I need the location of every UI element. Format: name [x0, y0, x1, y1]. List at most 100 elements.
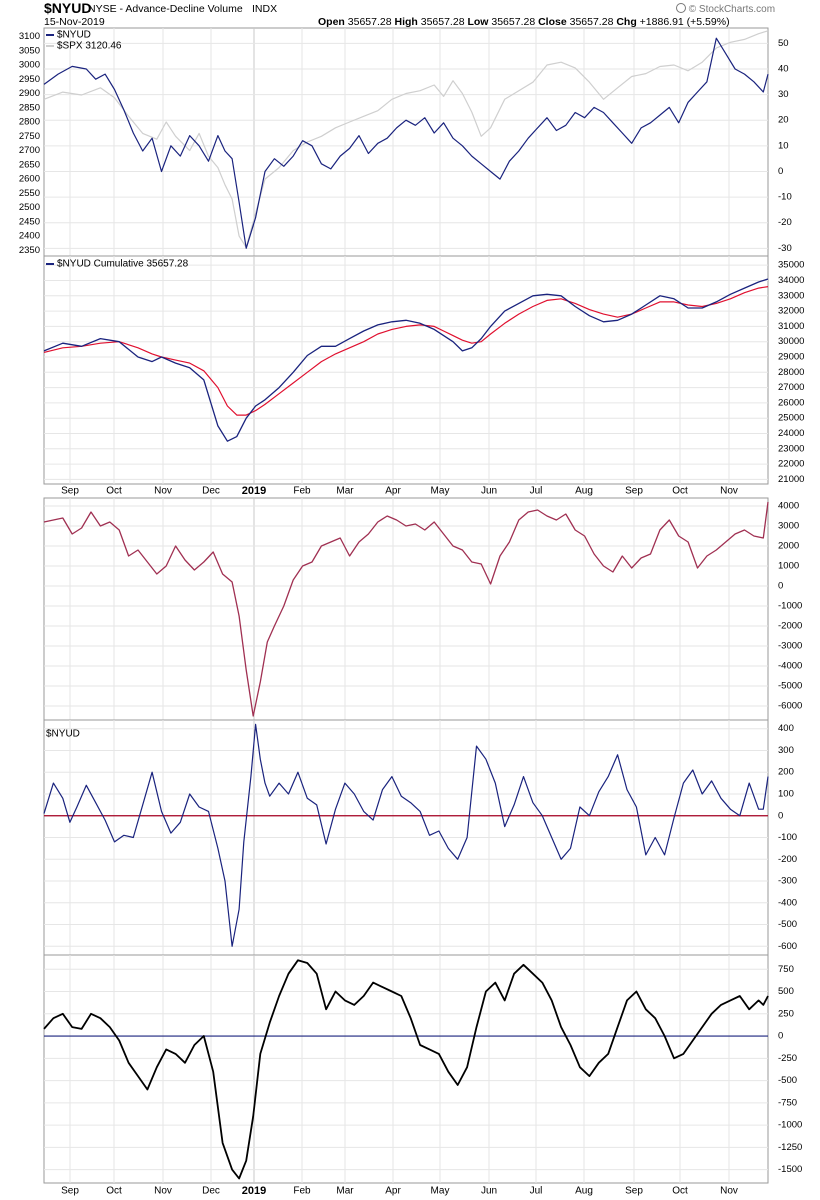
- x-axis-label: 2019: [242, 485, 266, 497]
- nyud-osc-tick: -400: [778, 897, 797, 908]
- price-left-tick: 2600: [19, 174, 40, 185]
- maroon-tick: -3000: [778, 641, 802, 652]
- nyud-osc-line: [43, 723, 769, 947]
- smoothed-panel-frame: [43, 954, 769, 1184]
- x-axis-label-bottom: Mar: [336, 1186, 354, 1197]
- nyud-line: [43, 37, 769, 249]
- x-axis-label: Sep: [625, 486, 643, 497]
- close-label: Close: [538, 16, 567, 28]
- open-label: Open: [318, 16, 345, 28]
- high-value: 35657.28: [420, 16, 465, 28]
- maroon-tick: 3000: [778, 521, 799, 532]
- smoothed-tick: -1250: [778, 1142, 802, 1153]
- price-right-tick: -10: [778, 192, 792, 203]
- price-right-tick: -20: [778, 217, 792, 228]
- nyud-osc-tick: 400: [778, 723, 794, 734]
- smoothed-tick: 0: [778, 1031, 783, 1042]
- cumulative-tick: 30000: [778, 336, 804, 347]
- price-left-tick: 2800: [19, 117, 40, 128]
- nyud-osc-tick: -500: [778, 919, 797, 930]
- price-left-tick: 3100: [19, 31, 40, 42]
- cumulative-tick: 34000: [778, 275, 804, 286]
- open-value: 35657.28: [347, 16, 392, 28]
- maroon-tick: 0: [778, 581, 783, 592]
- cumulative-tick: 22000: [778, 459, 804, 470]
- smoothed-tick: 750: [778, 964, 794, 975]
- price-left-tick: 2550: [19, 188, 40, 199]
- maroon-tick: -2000: [778, 621, 802, 632]
- x-axis-label-bottom: Oct: [106, 1186, 122, 1197]
- x-axis-label-bottom: Nov: [154, 1186, 172, 1197]
- maroon-tick: -6000: [778, 701, 802, 712]
- price-left-tick: 3000: [19, 60, 40, 71]
- maroon-tick: 1000: [778, 561, 799, 572]
- x-axis-label: Mar: [336, 486, 354, 497]
- price-right-tick: 10: [778, 140, 789, 151]
- cumulative-tick: 24000: [778, 428, 804, 439]
- nyud-osc-tick: 200: [778, 767, 794, 778]
- x-axis-label-bottom: Feb: [293, 1186, 311, 1197]
- cumulative-tick: 35000: [778, 260, 804, 271]
- nyud-osc-tick: -100: [778, 832, 797, 843]
- price-left-tick: 2950: [19, 74, 40, 85]
- price-right-tick: 40: [778, 64, 789, 75]
- x-axis-label-bottom: Sep: [61, 1186, 79, 1197]
- watermark-text: © StockCharts.com: [688, 4, 776, 15]
- smoothed-tick: -1500: [778, 1164, 802, 1175]
- price-left-tick: 2450: [19, 216, 40, 227]
- maroon-tick: -5000: [778, 681, 802, 692]
- x-axis-label: Nov: [720, 486, 738, 497]
- cumulative-tick: 25000: [778, 413, 804, 424]
- x-axis-label-bottom: Sep: [625, 1186, 643, 1197]
- price-right-tick: 0: [778, 166, 783, 177]
- ohlc-readout: Open 35657.28 High 35657.28 Low 35657.28…: [318, 16, 730, 28]
- legend-nyud: $NYUD: [57, 30, 91, 41]
- price-right-tick: 50: [778, 38, 789, 49]
- low-label: Low: [467, 16, 489, 28]
- price-left-tick: 2350: [19, 245, 40, 256]
- maroon-tick: -1000: [778, 601, 802, 612]
- legend-cumulative: $NYUD Cumulative 35657.28: [57, 259, 189, 270]
- price-right-tick: 20: [778, 115, 789, 126]
- x-axis-label-bottom: Jun: [481, 1186, 497, 1197]
- x-axis-label: Oct: [672, 486, 688, 497]
- cumulative-tick: 27000: [778, 382, 804, 393]
- cumulative-tick: 32000: [778, 306, 804, 317]
- x-axis-label-bottom: 2019: [242, 1185, 266, 1197]
- maroon-tick: -4000: [778, 661, 802, 672]
- x-axis-label: Oct: [106, 486, 122, 497]
- chart-date: 15-Nov-2019: [44, 16, 105, 28]
- x-axis-label: Sep: [61, 486, 79, 497]
- smoothed-tick: -750: [778, 1097, 797, 1108]
- x-axis-label-bottom: May: [431, 1186, 450, 1197]
- smoothed-tick: -500: [778, 1075, 797, 1086]
- legend-nyud-osc: $NYUD: [46, 729, 80, 740]
- close-value: 35657.28: [569, 16, 614, 28]
- nyud-osc-tick: -300: [778, 876, 797, 887]
- nyud-osc-tick: 100: [778, 788, 794, 799]
- x-axis-label-bottom: Aug: [575, 1186, 593, 1197]
- spx-line: [43, 30, 769, 248]
- x-axis-label-bottom: Oct: [672, 1186, 688, 1197]
- price-left-tick: 2900: [19, 88, 40, 99]
- cumulative-tick: 28000: [778, 367, 804, 378]
- price-left-tick: 2700: [19, 145, 40, 156]
- x-axis-label: Dec: [202, 486, 220, 497]
- price-left-tick: 2400: [19, 231, 40, 242]
- maroon-line: [43, 501, 769, 717]
- stockcharts-logo-icon: [676, 3, 686, 13]
- nyud-osc-tick: 300: [778, 745, 794, 756]
- x-axis-label: Jul: [530, 486, 543, 497]
- smoothed-tick: -250: [778, 1053, 797, 1064]
- price-left-tick: 2650: [19, 159, 40, 170]
- smoothed-line: [43, 959, 769, 1180]
- x-axis-label-bottom: Nov: [720, 1186, 738, 1197]
- cumulative-line: [43, 278, 769, 442]
- exchange-label: INDX: [252, 3, 278, 15]
- x-axis-label: Nov: [154, 486, 172, 497]
- x-axis-label: Apr: [385, 486, 401, 497]
- symbol-title: $NYUD: [44, 0, 92, 16]
- x-axis-label-bottom: Apr: [385, 1186, 401, 1197]
- chg-label: Chg: [616, 16, 637, 28]
